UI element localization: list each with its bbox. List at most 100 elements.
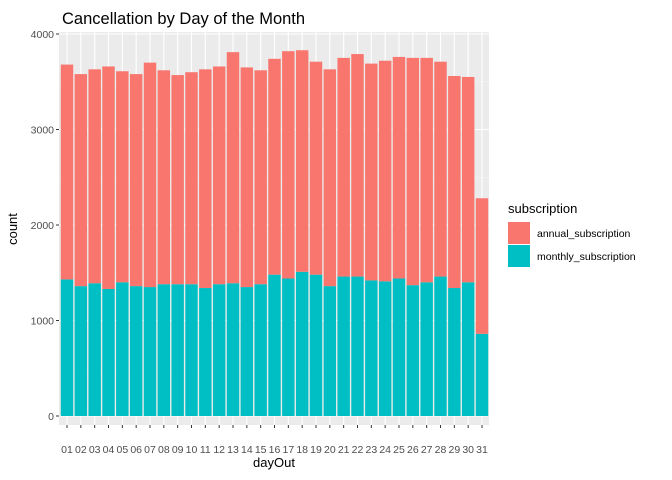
x-tick-label: 04: [103, 444, 115, 456]
bar-annual-subscription: [295, 50, 309, 272]
x-tick-label: 06: [130, 444, 142, 456]
x-tick-label: 12: [213, 444, 225, 456]
bar-monthly-subscription: [351, 276, 364, 416]
y-tick-label: 3000: [31, 124, 55, 136]
x-tick-label: 29: [448, 444, 460, 456]
bar-annual-subscription: [74, 74, 88, 287]
bar-monthly-subscription: [254, 284, 267, 416]
bar-monthly-subscription: [171, 284, 184, 416]
x-tick-label: 17: [282, 444, 294, 456]
chart-title: Cancellation by Day of the Month: [62, 10, 305, 28]
bar-monthly-subscription: [74, 286, 88, 416]
bar-annual-subscription: [420, 57, 433, 283]
x-tick-label: 19: [310, 444, 322, 456]
bar-annual-subscription: [116, 71, 129, 283]
bar-annual-subscription: [212, 66, 226, 285]
bar-annual-subscription: [461, 76, 475, 283]
bar-monthly-subscription: [448, 288, 461, 416]
bar-monthly-subscription: [323, 286, 337, 416]
bar-monthly-subscription: [102, 288, 115, 416]
y-tick-label: 4000: [31, 29, 55, 41]
bar-annual-subscription: [254, 70, 267, 285]
x-tick-label: 18: [296, 444, 308, 456]
bar-monthly-subscription: [295, 271, 309, 416]
legend: subscription annual_subscription monthly_…: [508, 201, 636, 267]
bar-monthly-subscription: [185, 284, 198, 416]
y-tick-label: 0: [48, 411, 54, 423]
x-tick-label: 09: [172, 444, 184, 456]
x-tick-label: 03: [89, 444, 101, 456]
x-tick-label: 25: [393, 444, 405, 456]
bar-monthly-subscription: [309, 274, 323, 416]
y-tick-label: 2000: [31, 220, 55, 232]
x-tick-label: 21: [338, 444, 350, 456]
legend-label: annual_subscription: [537, 228, 631, 240]
bar-monthly-subscription: [88, 283, 101, 416]
legend-label: monthly_subscription: [537, 251, 636, 263]
bar-monthly-subscription: [420, 282, 433, 416]
bar-annual-subscription: [282, 51, 295, 279]
bar-monthly-subscription: [60, 279, 74, 416]
bar-annual-subscription: [143, 62, 157, 288]
x-tick-label: 01: [61, 444, 73, 456]
bar-annual-subscription: [171, 75, 184, 285]
bar-annual-subscription: [240, 67, 254, 288]
bar-annual-subscription: [60, 64, 74, 280]
x-tick-label: 07: [144, 444, 156, 456]
x-tick-label: 27: [421, 444, 433, 456]
x-tick-label: 23: [365, 444, 377, 456]
x-tick-label: 26: [407, 444, 419, 456]
bar-annual-subscription: [448, 76, 461, 289]
x-tick-label: 02: [75, 444, 87, 456]
legend-key: [508, 245, 530, 267]
bar-annual-subscription: [129, 74, 143, 287]
bar-monthly-subscription: [226, 283, 240, 416]
x-tick-label: 10: [186, 444, 198, 456]
y-axis: 0 1000 2000 3000 4000: [31, 29, 59, 423]
y-tick-label: 1000: [31, 315, 55, 327]
bar-annual-subscription: [406, 57, 420, 286]
bar-annual-subscription: [199, 69, 212, 289]
bar-annual-subscription: [185, 72, 198, 285]
x-tick-label: 14: [241, 444, 253, 456]
bar-monthly-subscription: [268, 274, 281, 416]
x-tick-label: 31: [476, 444, 488, 456]
x-tick-label: 13: [227, 444, 239, 456]
bar-monthly-subscription: [143, 287, 157, 416]
bar-annual-subscription: [351, 54, 364, 277]
bar-monthly-subscription: [116, 282, 129, 416]
bar-monthly-subscription: [212, 284, 226, 416]
bar-monthly-subscription: [157, 284, 171, 416]
bar-annual-subscription: [434, 61, 447, 277]
x-tick-label: 08: [158, 444, 170, 456]
x-tick-label: 24: [379, 444, 391, 456]
x-tick-label: 28: [435, 444, 447, 456]
bar-monthly-subscription: [378, 281, 392, 416]
bar-annual-subscription: [88, 69, 101, 284]
bar-annual-subscription: [309, 61, 323, 275]
bar-monthly-subscription: [199, 288, 212, 416]
bar-monthly-subscription: [392, 278, 406, 416]
bar-monthly-subscription: [406, 285, 420, 416]
x-tick-label: 30: [462, 444, 474, 456]
bar-annual-subscription: [102, 66, 115, 289]
y-axis-title: count: [5, 213, 20, 245]
bar-monthly-subscription: [129, 286, 143, 416]
bar-monthly-subscription: [461, 282, 475, 416]
bars: [60, 50, 489, 416]
bar-monthly-subscription: [240, 287, 254, 416]
bar-annual-subscription: [475, 198, 489, 334]
bar-annual-subscription: [323, 69, 337, 287]
bar-monthly-subscription: [475, 333, 489, 416]
bar-annual-subscription: [378, 60, 392, 282]
bar-annual-subscription: [226, 52, 240, 284]
x-tick-label: 15: [255, 444, 267, 456]
bar-monthly-subscription: [337, 276, 350, 416]
bar-annual-subscription: [157, 70, 171, 285]
bar-monthly-subscription: [434, 276, 447, 416]
bar-monthly-subscription: [365, 280, 378, 416]
x-tick-label: 05: [116, 444, 128, 456]
bar-monthly-subscription: [282, 278, 295, 416]
x-axis: 01 02 03 04 05 06 07 08 09 10 11 12 13 14 15 16 17 18 19 20…: [61, 425, 488, 456]
bar-annual-subscription: [337, 57, 350, 277]
